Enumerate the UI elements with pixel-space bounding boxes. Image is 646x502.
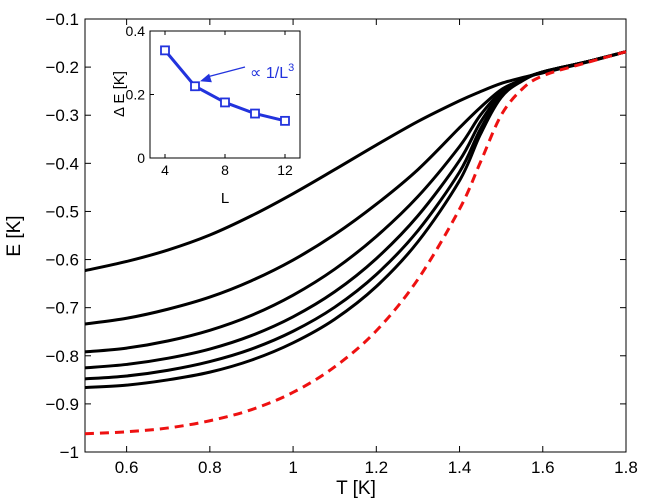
y-tick-label: −0.2: [45, 58, 79, 77]
y-tick-label: −0.3: [45, 106, 79, 125]
main-ticks: 0.6 0.8 1 1.2 1.4 1.6 1.8 −1 −0.9 −0.8 −0.7 −0.6 −0.…: [45, 10, 637, 477]
x-tick-label: 0.8: [198, 458, 222, 477]
x-tick-label: 1.4: [448, 458, 472, 477]
x-tick-label: 1.8: [614, 458, 638, 477]
y-tick-label: −0.4: [45, 154, 79, 173]
annotation-superscript: 3: [288, 62, 294, 74]
x-tick-label: 1.6: [531, 458, 555, 477]
series-line-limit: [84, 50, 627, 436]
y-tick-label: −0.6: [45, 251, 79, 270]
annotation-prefix: ∝ 1/L: [250, 65, 288, 82]
x-tick-label: 0.6: [115, 458, 139, 477]
y-tick-label: −0.9: [45, 395, 79, 414]
y-tick-label: −0.8: [45, 347, 79, 366]
inset-y-tick-label: 0.2: [126, 87, 146, 103]
inset-plot-frame: [149, 30, 301, 159]
annotation-arrow-head: [200, 73, 212, 83]
x-axis-label: T [K]: [336, 478, 376, 499]
y-axis-label: E [K]: [4, 215, 25, 256]
x-tick-label: 1.2: [364, 458, 388, 477]
inset-x-axis-label: L: [221, 190, 229, 207]
inset-annotation-text: ∝ 1/L3: [250, 62, 294, 82]
x-tick-label: 1: [288, 458, 297, 477]
inset-data-point: [160, 45, 170, 56]
inset-x-tick-label: 12: [277, 162, 293, 178]
inset-ticks: 4 8 12 0 0.2 0.4: [126, 23, 300, 178]
inset-y-axis-label: Δ E [K]: [111, 71, 128, 117]
inset-y-tick-label: 0.4: [126, 23, 146, 39]
inset-data-point: [220, 97, 230, 108]
inset-series: [160, 45, 290, 126]
annotation-arrow-shaft: [205, 66, 246, 78]
inset-data-point: [190, 81, 200, 92]
inset-y-tick-label: 0: [137, 150, 145, 166]
main-plot: 0.6 0.8 1 1.2 1.4 1.6 1.8 −1 −0.9 −0.8 −0.7 −0.6 −0.…: [4, 10, 638, 499]
inset-annotation: ∝ 1/L3: [200, 62, 294, 83]
inset-data-point: [280, 115, 290, 126]
main-series: [84, 50, 627, 436]
inset-plot: 4 8 12 0 0.2 0.4 L Δ E [K] ∝ 1/L3: [111, 23, 301, 207]
y-tick-label: −1: [60, 443, 79, 462]
y-tick-label: −0.5: [45, 202, 79, 221]
y-tick-label: −0.1: [45, 10, 79, 29]
series-line-l-14: [84, 50, 627, 390]
inset-x-tick-label: 4: [161, 162, 169, 178]
inset-data-point: [250, 108, 260, 119]
inset-x-tick-label: 8: [221, 162, 229, 178]
y-tick-label: −0.7: [45, 299, 79, 318]
